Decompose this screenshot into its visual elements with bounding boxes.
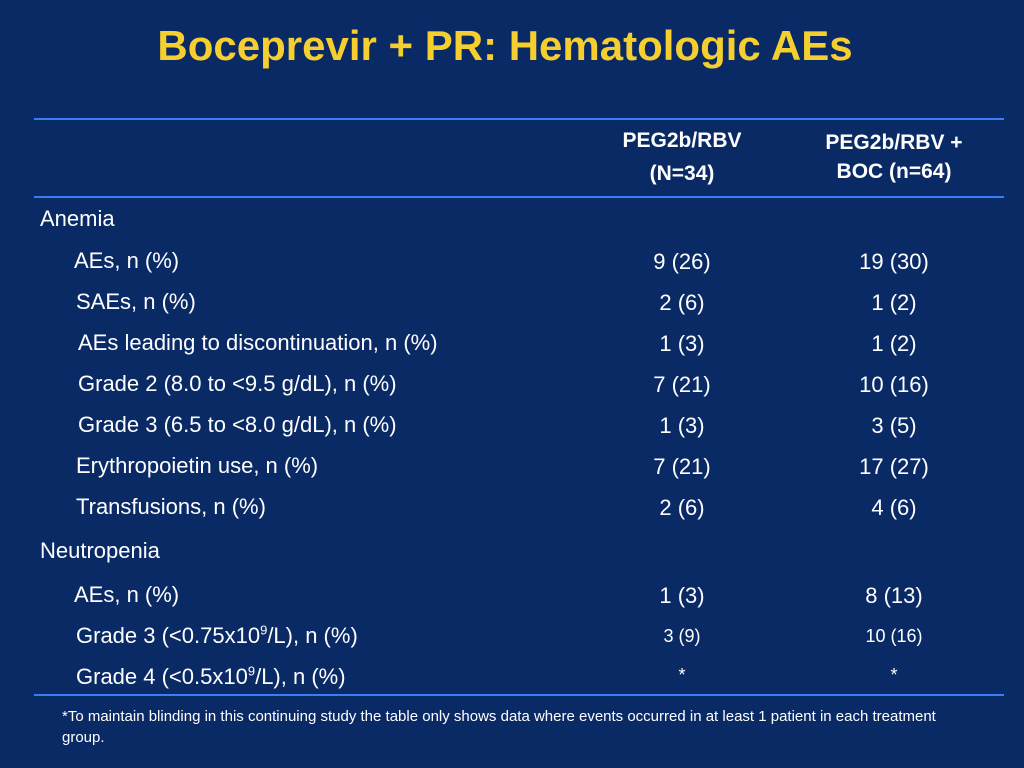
- cell-peg-rbv: 3 (9): [663, 626, 701, 646]
- cell-peg-rbv: 2 (6): [659, 290, 705, 315]
- cell-peg-rbv: 2 (6): [659, 495, 705, 520]
- cell-peg-rbv: 7 (21): [653, 372, 711, 397]
- row-label: Transfusions, n (%): [76, 494, 266, 519]
- cell-peg-rbv-boc: *: [890, 665, 898, 685]
- row-label: Grade 4 (<0.5x109/L), n (%): [76, 664, 346, 690]
- row-label: AEs leading to discontinuation, n (%): [78, 330, 438, 355]
- cell-peg-rbv-boc: 10 (16): [859, 372, 929, 397]
- row-label: Grade 2 (8.0 to <9.5 g/dL), n (%): [78, 371, 397, 396]
- cell-peg-rbv-boc: 17 (27): [859, 454, 929, 479]
- cell-peg-rbv-boc: 19 (30): [859, 249, 929, 274]
- exponent: 9: [260, 622, 268, 638]
- row-label: SAEs, n (%): [76, 289, 196, 314]
- footnote: *To maintain blinding in this continuing…: [62, 708, 936, 746]
- section-anemia: Anemia: [40, 206, 115, 231]
- row-label: AEs, n (%): [74, 248, 180, 273]
- row-label: Grade 3 (<0.75x109/L), n (%): [76, 623, 358, 649]
- cell-peg-rbv-boc: 1 (2): [871, 331, 917, 356]
- cell-peg-rbv-boc: 3 (5): [871, 413, 917, 438]
- row-label: AEs, n (%): [74, 582, 180, 607]
- cell-peg-rbv: 7 (21): [653, 454, 711, 479]
- cell-peg-rbv: 1 (3): [659, 413, 705, 438]
- cell-peg-rbv-boc: 8 (13): [865, 583, 923, 608]
- cell-peg-rbv-boc: 4 (6): [871, 495, 917, 520]
- cell-peg-rbv-boc: 1 (2): [871, 290, 917, 315]
- row-label-text: /L), n (%): [255, 664, 346, 689]
- slide-title: Boceprevir + PR: Hematologic AEs: [157, 22, 853, 69]
- column-header-line2: (N=34): [649, 162, 715, 185]
- cell-peg-rbv: *: [678, 665, 686, 685]
- exponent: 9: [247, 663, 256, 679]
- table-bottom-rule: [34, 694, 1004, 696]
- table-header-rule: [34, 196, 1004, 198]
- row-label: Erythropoietin use, n (%): [76, 453, 319, 478]
- row-label-text: /L), n (%): [267, 623, 358, 648]
- column-header-peg-rbv: PEG2b/RBV (N=34): [582, 124, 782, 190]
- row-label-text: Grade 4 (<0.5x10: [76, 664, 248, 689]
- section-neutropenia: Neutropenia: [40, 538, 160, 563]
- cell-peg-rbv: 1 (3): [659, 583, 705, 608]
- table-top-rule: [34, 118, 1004, 120]
- cell-peg-rbv: 1 (3): [659, 331, 705, 356]
- column-header-line2: BOC (n=64): [836, 160, 952, 183]
- column-header-line1: PEG2b/RBV: [622, 129, 742, 152]
- row-label: Grade 3 (6.5 to <8.0 g/dL), n (%): [78, 412, 397, 437]
- cell-peg-rbv-boc: 10 (16): [865, 626, 923, 646]
- column-header-line1: PEG2b/RBV +: [825, 131, 963, 154]
- column-header-peg-rbv-boc: PEG2b/RBV + BOC (n=64): [794, 128, 994, 186]
- row-label-text: Grade 3 (<0.75x10: [76, 623, 261, 648]
- cell-peg-rbv: 9 (26): [653, 249, 711, 274]
